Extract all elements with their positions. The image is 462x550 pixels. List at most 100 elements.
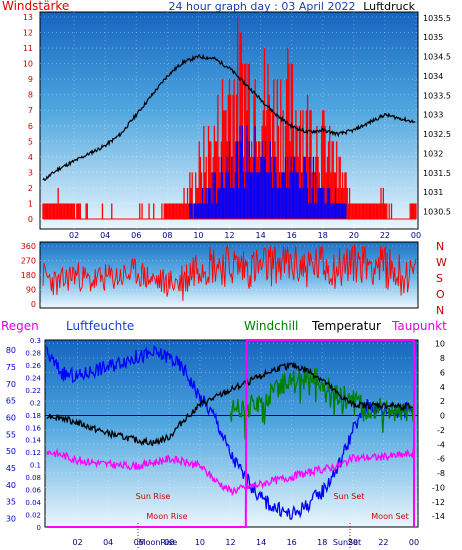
temperature-x-tick-label: 10 — [195, 538, 205, 547]
temperature-x-tick-label: 00 — [409, 538, 419, 547]
rain-tick-label: 0.26 — [25, 362, 41, 370]
direction-tick-label: 180 — [21, 271, 36, 280]
pressure-series-line — [42, 53, 416, 181]
temperature-x-tick-label: 20 — [348, 538, 358, 547]
header-title: 24 hour graph day : 03 April 2022 — [169, 0, 356, 13]
wind-tick-label: 4 — [28, 153, 33, 162]
temperature-tick-label: 8 — [440, 354, 445, 363]
wind-tick-label: 6 — [28, 122, 33, 131]
pressure-tick-label: 1033 — [423, 111, 443, 120]
temperature-tick-label: 6 — [440, 368, 445, 377]
temperature-tick-label: -14 — [432, 512, 445, 521]
compass-label: W — [436, 256, 447, 269]
temperature-plot-area — [44, 339, 419, 528]
pressure-tick-label: 1034.5 — [423, 53, 451, 62]
temperature-panel: Regen Luftfeuchte Windchill Temperatur T… — [1, 319, 447, 548]
direction-tick-label: 270 — [21, 257, 36, 266]
temperature-tick-label: -12 — [432, 498, 445, 507]
direction-tick-label: 0 — [31, 300, 36, 309]
wind-tick-label: 7 — [28, 106, 33, 115]
humidity-tick-label: 40 — [6, 481, 16, 490]
pressure-tick-label: 1032 — [423, 149, 443, 158]
wind-tick-label: 8 — [28, 91, 33, 100]
rain-tick-label: 0 — [37, 524, 41, 532]
temperature-series — [46, 339, 415, 528]
rain-tick-label: 0.04 — [25, 499, 41, 507]
direction-tick-label: 360 — [21, 242, 36, 251]
rain-tick-label: 0.1 — [30, 462, 41, 470]
legend-regen: Regen — [1, 319, 39, 333]
pressure-tick-label: 1031 — [423, 188, 443, 197]
wind-tick-label: 1 — [28, 199, 33, 208]
pressure-tick-label: 1030.5 — [423, 208, 451, 217]
rain-y-axis: 0 0.02 0.04 0.06 0.08 0.1 0.12 0.14 0.16 0.18 0.2 0… — [25, 337, 41, 532]
wind-tick-label: 12 — [23, 29, 33, 38]
rain-tick-label: 0.3 — [30, 337, 41, 345]
humidity-y-axis: 30 35 40 45 50 55 60 65 70 75 80 — [6, 346, 16, 523]
pressure-tick-label: 1032.5 — [423, 130, 451, 139]
temperature-x-tick-label: 22 — [378, 538, 388, 547]
wind-tick-label: 3 — [28, 168, 33, 177]
pressure-line — [42, 53, 416, 181]
rain-tick-label: 0.06 — [25, 487, 41, 495]
temperatur-series-line — [46, 361, 415, 447]
wind-x-tick-label: 20 — [349, 231, 359, 240]
temperature-y-axis: -14 -12 -10 -8 -6 -4 -2 0 2 4 6 8 10 — [432, 340, 445, 522]
direction-y-axis: 0 90 180 270 360 — [21, 242, 36, 309]
windchill-series-line — [229, 365, 415, 440]
sun-set-axis-label: SunSet — [333, 538, 361, 547]
humidity-tick-label: 60 — [6, 413, 16, 422]
legend-windchill: Windchill — [244, 319, 298, 333]
compass-label: N — [436, 304, 444, 317]
humidity-tick-label: 75 — [6, 363, 16, 372]
rain-tick-label: 0.2 — [30, 399, 41, 407]
wind-x-tick-label: 14 — [255, 231, 265, 240]
rain-tick-label: 0.22 — [25, 387, 41, 395]
rain-tick-label: 0.28 — [25, 349, 41, 357]
moon-rise-label: Moon Rise — [146, 512, 187, 521]
temperature-tick-label: -4 — [437, 440, 445, 449]
temperature-x-tick-label: 18 — [317, 538, 327, 547]
sun-set-label: Sun Set — [334, 492, 365, 501]
taupunkt-series-line — [46, 447, 415, 497]
wind-x-tick-label: 10 — [193, 231, 203, 240]
wind-tick-label: 0 — [28, 215, 33, 224]
compass-label: N — [436, 240, 444, 253]
temperature-x-tick-label: 06 — [134, 538, 144, 547]
wind-x-tick-label: 16 — [287, 231, 297, 240]
pressure-y-axis: 1030.5 1031 1031.5 1032 1032.5 1033 1033.5 1034… — [423, 14, 451, 217]
moon-set-label: Moon Set — [371, 512, 408, 521]
humidity-tick-label: 50 — [6, 447, 16, 456]
sun-rise-label: Sun Rise — [136, 492, 171, 501]
pressure-tick-label: 1035 — [423, 33, 443, 42]
wind-x-tick-label: 06 — [131, 231, 141, 240]
temperature-x-tick-label: 02 — [72, 538, 82, 547]
pressure-tick-label: 1033.5 — [423, 91, 451, 100]
rain-tick-label: 0.08 — [25, 474, 41, 482]
header-left-label: Windstärke — [2, 0, 69, 13]
temperature-x-tick-label: 16 — [287, 538, 297, 547]
wind-x-tick-label: 08 — [162, 231, 172, 240]
rain-series-line — [47, 339, 415, 528]
legend-temperatur: Temperatur — [311, 319, 381, 333]
temperature-tick-label: -2 — [437, 426, 445, 435]
pressure-tick-label: 1031.5 — [423, 169, 451, 178]
temperature-tick-label: -6 — [437, 455, 445, 464]
direction-tick-label: 90 — [26, 286, 36, 295]
legend-taupunkt: Taupunkt — [391, 319, 447, 333]
temperature-tick-label: 10 — [435, 340, 445, 349]
humidity-tick-label: 80 — [6, 346, 16, 355]
header-right-label: Luftdruck — [363, 0, 415, 13]
wind-tick-label: 5 — [28, 137, 33, 146]
rain-tick-label: 0.16 — [25, 424, 41, 432]
temperature-x-tick-label: 08 — [164, 538, 174, 547]
temperature-x-tick-label: 04 — [103, 538, 113, 547]
temperature-x-axis: 02 04 06 08 10 12 14 16 18 20 22 00 — [72, 538, 419, 547]
rain-tick-label: 0.02 — [25, 512, 41, 520]
wind-x-tick-label: 02 — [69, 231, 79, 240]
wind-tick-label: 2 — [28, 184, 33, 193]
pressure-tick-label: 1035.5 — [423, 14, 451, 23]
wind-x-tick-label: 18 — [318, 231, 328, 240]
wind-tick-label: 13 — [23, 13, 33, 22]
